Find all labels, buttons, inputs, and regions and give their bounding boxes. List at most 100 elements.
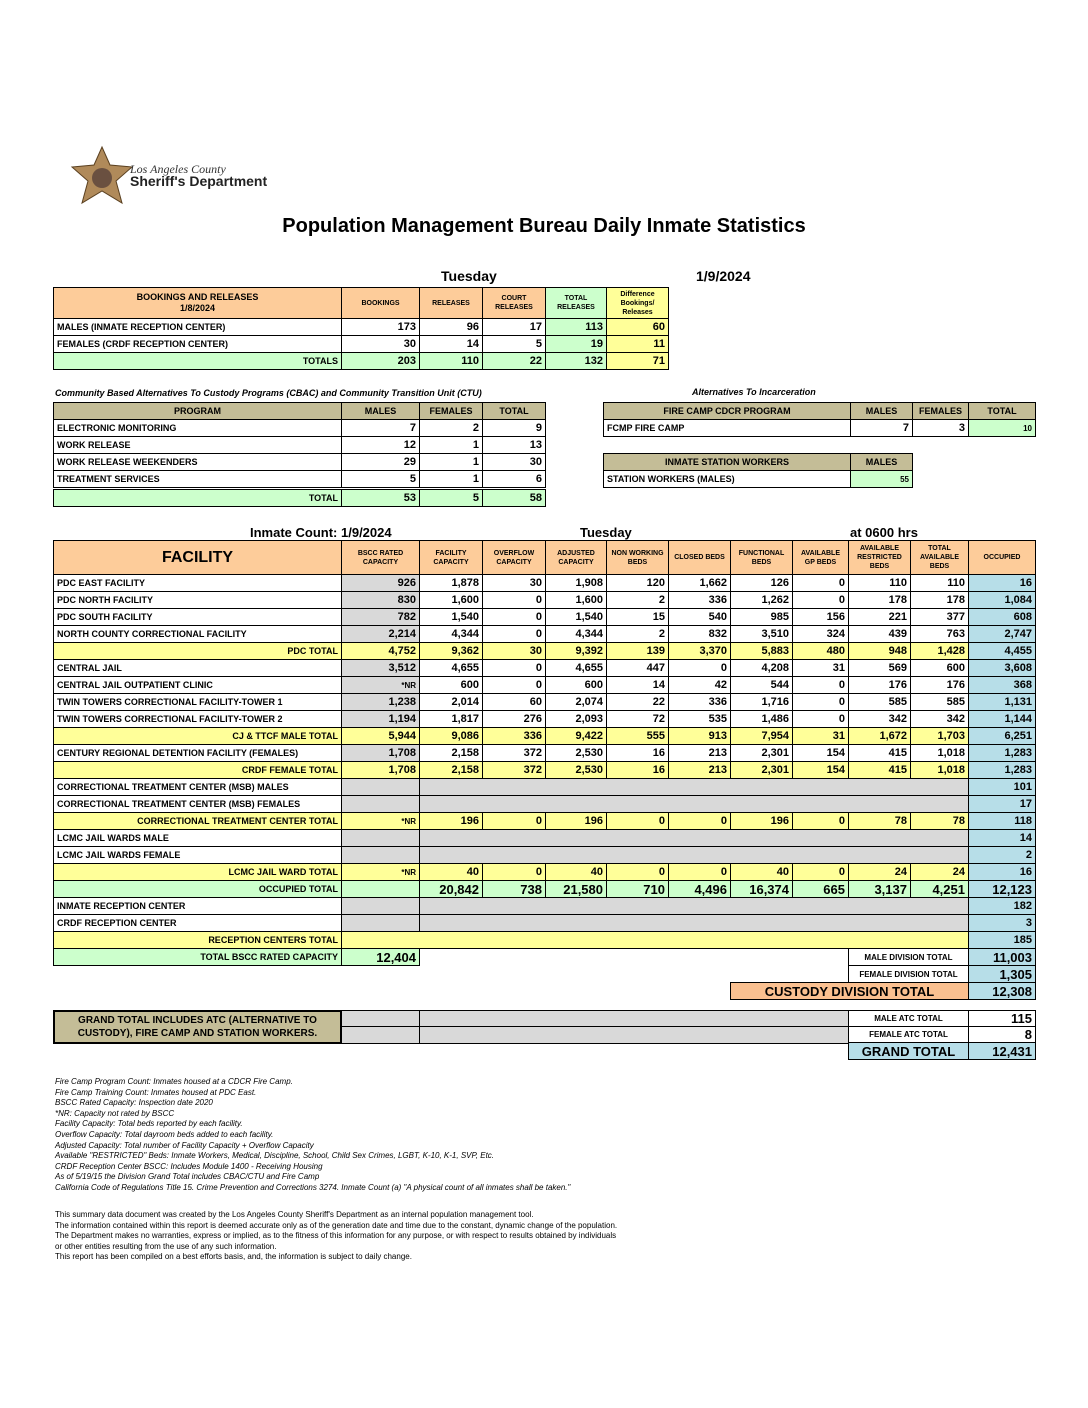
footnote: Overflow Capacity: Total dayroom beds ad… xyxy=(55,1130,274,1139)
value: *NR xyxy=(341,812,420,830)
value xyxy=(341,846,420,864)
value: 926 xyxy=(341,574,420,592)
value: 600 xyxy=(910,659,969,677)
value: 30 xyxy=(341,335,420,353)
row-label: CJ & TTCF MALE TOTAL xyxy=(53,727,342,745)
value: 173 xyxy=(341,318,420,336)
value: 569 xyxy=(848,659,911,677)
value: 4,752 xyxy=(341,642,420,660)
value xyxy=(341,914,420,932)
row-label: TOTAL BSCC RATED CAPACITY xyxy=(53,948,342,966)
value: 1,908 xyxy=(545,574,607,592)
value: 336 xyxy=(482,727,546,745)
value: 600 xyxy=(419,676,483,694)
blank-span xyxy=(419,829,969,847)
row-label: MALES (INMATE RECEPTION CENTER) xyxy=(53,318,342,336)
footnote: California Code of Regulations Title 15.… xyxy=(55,1183,571,1192)
column-header: FACILITY xyxy=(53,540,342,575)
column-header: NON WORKING BEDS xyxy=(606,540,669,575)
column-header: TOTAL xyxy=(482,402,546,420)
column-header: PROGRAM xyxy=(53,402,342,420)
value: 30 xyxy=(482,642,546,660)
row-label: CENTRAL JAIL xyxy=(53,659,342,677)
row-label: TREATMENT SERVICES xyxy=(53,470,342,488)
blank xyxy=(341,1026,420,1044)
value: 29 xyxy=(341,453,420,471)
value: 324 xyxy=(792,625,849,643)
value: 913 xyxy=(668,727,731,745)
value: 0 xyxy=(792,676,849,694)
header-text: BOOKINGS AND RELEASES xyxy=(136,292,259,302)
logo-star xyxy=(70,145,134,205)
value: 1,662 xyxy=(668,574,731,592)
value: 0 xyxy=(792,591,849,609)
value: 439 xyxy=(848,625,911,643)
value: 1,600 xyxy=(545,591,607,609)
disclaimer-line: The information contained within this re… xyxy=(55,1220,618,1230)
logo-department: Sheriff's Department xyxy=(130,173,268,189)
value: 782 xyxy=(341,608,420,626)
row-label: TWIN TOWERS CORRECTIONAL FACILITY-TOWER … xyxy=(53,693,342,711)
value: 5 xyxy=(419,489,483,507)
value: 1,486 xyxy=(730,710,793,728)
footnote: Fire Camp Training Count: Inmates housed… xyxy=(55,1087,257,1097)
occupied-value: 12,123 xyxy=(968,880,1036,898)
value: 1,708 xyxy=(341,744,420,762)
row-label: CORRECTIONAL TREATMENT CENTER (MSB) FEMA… xyxy=(53,795,342,813)
value: 24 xyxy=(848,863,911,881)
disclaimer-line: or other entities resulting from the use… xyxy=(55,1241,277,1251)
value: 1 xyxy=(419,470,483,488)
occupied-value: 1,144 xyxy=(968,710,1036,728)
value: 1,262 xyxy=(730,591,793,609)
row-label: FEMALES (CRDF RECEPTION CENTER) xyxy=(53,335,342,353)
value: 0 xyxy=(482,625,546,643)
row-label: TOTALS xyxy=(53,352,342,370)
count-day: Tuesday xyxy=(580,525,632,540)
occupied-value: 1,084 xyxy=(968,591,1036,609)
row-label: CENTRAL JAIL OUTPATIENT CLINIC xyxy=(53,676,342,694)
value: 1,716 xyxy=(730,693,793,711)
value: 9,086 xyxy=(419,727,483,745)
value: 342 xyxy=(910,710,969,728)
value: 13 xyxy=(482,436,546,454)
value: 7 xyxy=(850,419,913,437)
value: 665 xyxy=(792,880,849,898)
value: 176 xyxy=(910,676,969,694)
value: 1,018 xyxy=(910,744,969,762)
value: 21,580 xyxy=(545,880,607,898)
value: 985 xyxy=(730,608,793,626)
row-label: NORTH COUNTY CORRECTIONAL FACILITY xyxy=(53,625,342,643)
row-label: MALE DIVISION TOTAL xyxy=(848,948,969,966)
value: 60 xyxy=(482,693,546,711)
column-header: RELEASES xyxy=(419,287,483,319)
row-label: PDC EAST FACILITY xyxy=(53,574,342,592)
value: 0 xyxy=(606,812,669,830)
value: 0 xyxy=(668,863,731,881)
value: 3 xyxy=(912,419,969,437)
value: 4,344 xyxy=(545,625,607,643)
value: 40 xyxy=(419,863,483,881)
value: 2,214 xyxy=(341,625,420,643)
value: 1 xyxy=(419,453,483,471)
column-header: MALES xyxy=(850,402,913,420)
row-label: CRDF FEMALE TOTAL xyxy=(53,761,342,779)
value: 4,251 xyxy=(910,880,969,898)
value: 55 xyxy=(850,470,913,488)
row-label: RECEPTION CENTERS TOTAL xyxy=(53,931,342,949)
column-header: FACILITY CAPACITY xyxy=(419,540,483,575)
row-label: CUSTODY DIVISION TOTAL xyxy=(730,982,969,1000)
value: 830 xyxy=(341,591,420,609)
value: 276 xyxy=(482,710,546,728)
caption: Community Based Alternatives To Custody … xyxy=(55,388,482,398)
value: 196 xyxy=(419,812,483,830)
value: 5,883 xyxy=(730,642,793,660)
value: 132 xyxy=(545,352,607,370)
disclaimer-line: The Department makes no warranties, expr… xyxy=(55,1231,617,1241)
column-header: TOTAL RELEASES xyxy=(545,287,607,319)
value: 3,370 xyxy=(668,642,731,660)
blank-span xyxy=(419,914,969,932)
value: 96 xyxy=(419,318,483,336)
value: 0 xyxy=(606,863,669,881)
occupied-value: 608 xyxy=(968,608,1036,626)
value: 0 xyxy=(668,659,731,677)
